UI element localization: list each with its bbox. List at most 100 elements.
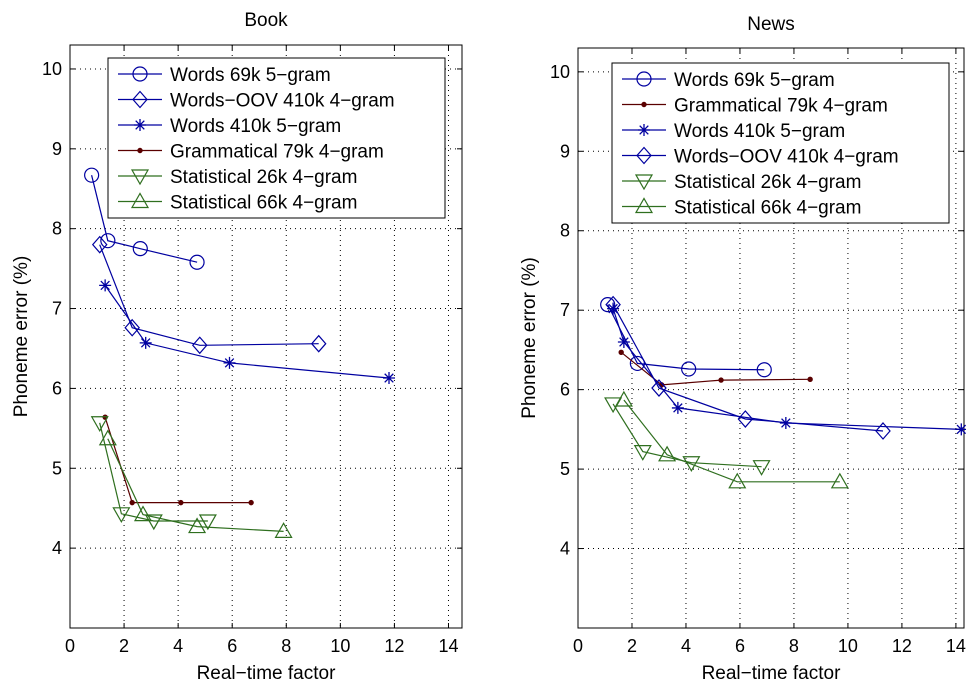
- legend-label: Words−OOV 410k 4−gram: [674, 147, 899, 168]
- legend-label: Words 410k 5−gram: [674, 121, 845, 142]
- series-line: [612, 308, 962, 430]
- series-3: [99, 279, 396, 385]
- y-tick-label: 4: [560, 539, 570, 559]
- y-tick-label: 6: [560, 380, 570, 400]
- legend-marker: [636, 146, 652, 165]
- legend-marker: [638, 124, 650, 136]
- y-tick-label: 7: [52, 299, 62, 319]
- data-point: [681, 361, 697, 377]
- data-point: [99, 279, 112, 292]
- x-axis-label: Real−time factor: [197, 663, 337, 684]
- data-point: [875, 422, 891, 440]
- series-line: [107, 438, 284, 532]
- data-point: [84, 167, 100, 183]
- y-axis-label: Phoneme error (%): [11, 256, 32, 418]
- x-axis-label: Real−time factor: [702, 663, 842, 684]
- series-4: [605, 295, 891, 440]
- data-point: [752, 460, 771, 476]
- data-point: [310, 334, 327, 353]
- data-point: [98, 429, 117, 446]
- y-tick-label: 7: [560, 300, 570, 320]
- y-axis-label: Phoneme error (%): [519, 257, 540, 419]
- y-tick-label: 5: [52, 458, 62, 478]
- series-line: [99, 422, 208, 522]
- data-point: [617, 335, 630, 348]
- series-6: [98, 429, 293, 538]
- data-point: [189, 254, 205, 270]
- series-4: [102, 414, 254, 506]
- x-tick-label: 14: [438, 636, 458, 656]
- data-point: [383, 372, 396, 385]
- legend-entry: Words 69k 5−gram: [118, 65, 331, 86]
- legend-marker: [132, 66, 148, 82]
- chart-news: News 0 2 4 6 8 10 12 14 4 5 6 7 8 9 10 Real−time factor P…: [519, 14, 966, 684]
- data-point: [671, 401, 684, 414]
- x-tick-label: 12: [384, 636, 404, 656]
- x-tick-label: 10: [838, 636, 858, 656]
- y-tick-label: 9: [52, 139, 62, 159]
- x-tick-label: 10: [330, 636, 350, 656]
- legend-entry: Grammatical 79k 4−gram: [622, 96, 888, 117]
- series-6: [614, 390, 849, 489]
- data-point: [633, 445, 652, 461]
- data-point: [144, 514, 163, 531]
- data-point: [629, 355, 645, 372]
- data-point: [682, 456, 701, 472]
- x-tick-label: 6: [735, 636, 745, 656]
- x-tick-label: 2: [627, 636, 637, 656]
- x-tick-label: 0: [573, 636, 583, 656]
- x-tick-label: 4: [173, 636, 183, 656]
- data-point: [132, 241, 148, 257]
- legend-label: Statistical 66k 4−gram: [674, 198, 861, 219]
- legend-marker: [634, 174, 654, 191]
- data-point: [756, 362, 772, 378]
- data-point: [830, 472, 849, 489]
- legend-label: Grammatical 79k 4−gram: [674, 96, 888, 117]
- legend-box: [611, 62, 950, 224]
- data-point: [124, 318, 140, 337]
- series-2: [618, 349, 813, 388]
- legend-marker: [137, 147, 143, 154]
- chart-book: Book 0 2 4 6 8 10 12 14 4 5 6 7 8 9 10 Real−time factor P…: [11, 10, 463, 684]
- x-tick-label: 12: [892, 636, 912, 656]
- x-tick-label: 8: [789, 636, 799, 656]
- legend-entry: Statistical 66k 4−gram: [118, 192, 357, 214]
- data-point: [618, 349, 624, 356]
- data-point: [607, 302, 620, 315]
- series-5: [604, 397, 771, 476]
- y-tick-label: 10: [550, 62, 570, 82]
- data-point: [191, 336, 208, 355]
- legend-marker: [636, 71, 652, 87]
- legend-marker: [132, 90, 148, 109]
- legend-label: Statistical 26k 4−gram: [674, 172, 861, 193]
- data-point: [651, 379, 667, 397]
- x-tick-label: 2: [119, 636, 129, 656]
- legend-entry: Words−OOV 410k 4−gram: [118, 91, 395, 112]
- data-point: [90, 416, 109, 432]
- legend-entry: Words 410k 5−gram: [118, 116, 341, 137]
- y-tick-label: 9: [560, 141, 570, 161]
- x-tick-label: 14: [946, 636, 966, 656]
- y-tick-label: 10: [42, 59, 62, 79]
- x-tick-label: 0: [65, 636, 75, 656]
- data-point: [223, 356, 236, 369]
- data-point: [139, 336, 152, 349]
- axis-ticks: 0 2 4 6 8 10 12 14 4 5 6 7 8 9 10: [42, 45, 462, 656]
- x-tick-label: 6: [227, 636, 237, 656]
- legend-entry: Statistical 26k 4−gram: [622, 172, 861, 193]
- legend-entry: Words 69k 5−gram: [622, 70, 835, 91]
- legend: Words 69k 5−gram Grammatical 79k 4−gram Wo…: [611, 62, 950, 224]
- data-point: [198, 514, 217, 531]
- legend-entry: Words 410k 5−gram: [622, 121, 845, 142]
- legend-entry: Words−OOV 410k 4−gram: [622, 147, 899, 168]
- series-line: [612, 403, 762, 468]
- legend-label: Words−OOV 410k 4−gram: [170, 91, 395, 112]
- data-point: [605, 295, 621, 314]
- data-point: [737, 410, 754, 428]
- x-tick-label: 8: [281, 636, 291, 656]
- plot-frame: [69, 44, 463, 629]
- y-tick-label: 8: [560, 221, 570, 241]
- legend-entry: Statistical 66k 4−gram: [622, 197, 861, 219]
- legend-marker: [130, 192, 150, 209]
